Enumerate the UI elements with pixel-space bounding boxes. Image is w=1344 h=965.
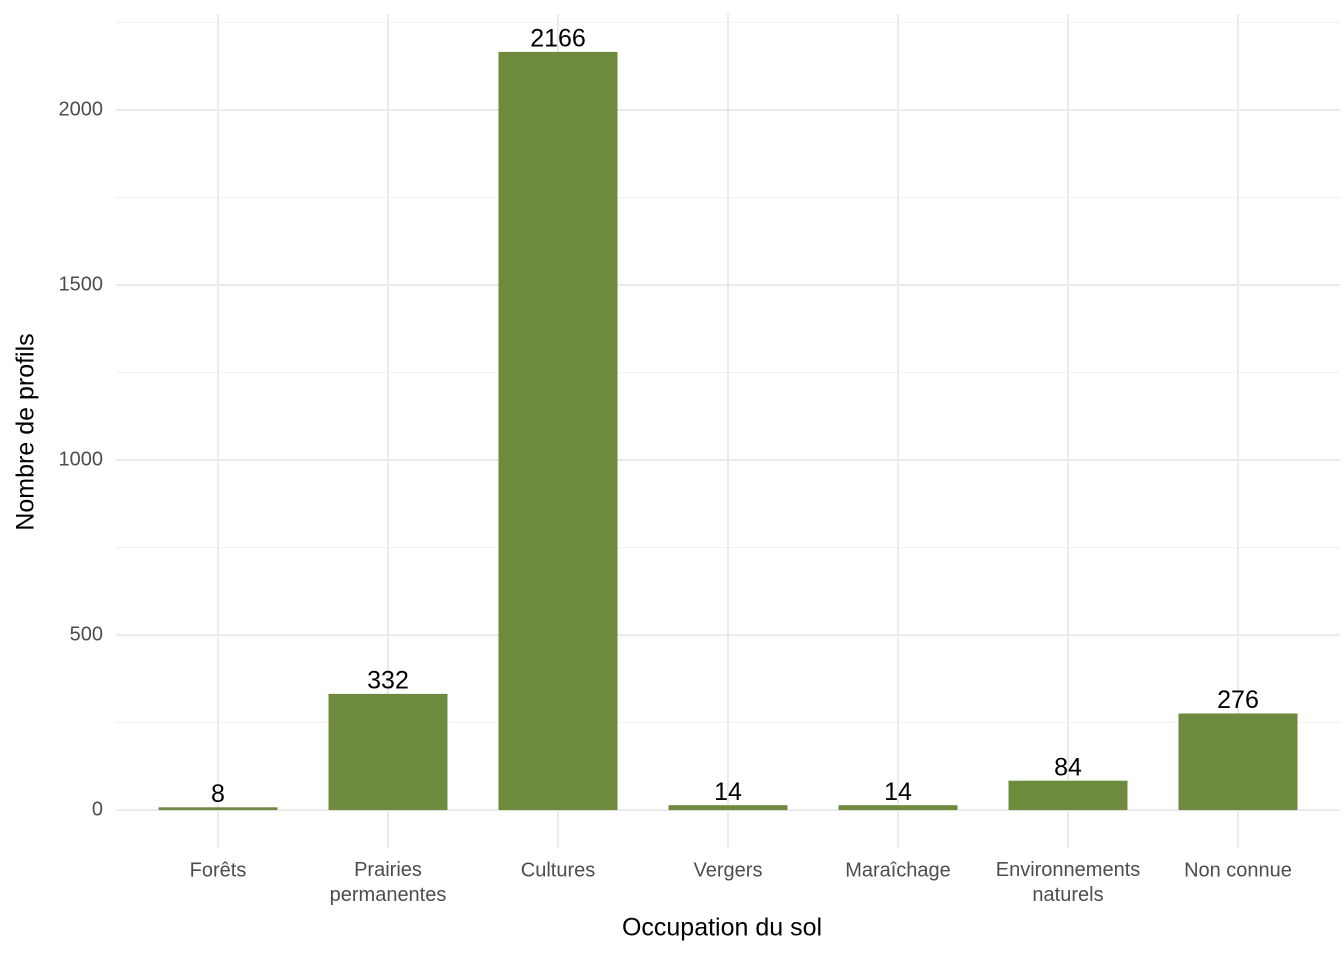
- x-tick-label: Forêts: [190, 859, 247, 881]
- x-tick-label: Maraîchage: [845, 859, 951, 881]
- y-tick-label: 500: [70, 623, 103, 645]
- y-tick-label: 2000: [59, 98, 104, 120]
- bar: [498, 51, 618, 811]
- bar: [328, 693, 448, 811]
- value-label: 14: [714, 778, 742, 806]
- x-tick-label: Non connue: [1184, 859, 1292, 881]
- x-tick-label: Vergers: [694, 859, 763, 881]
- value-label: 14: [884, 778, 912, 806]
- x-axis-title: Occupation du sol: [622, 914, 822, 942]
- bar: [668, 805, 788, 811]
- bar: [1008, 780, 1128, 811]
- value-label: 8: [211, 780, 225, 808]
- x-tick-label: Cultures: [521, 859, 595, 881]
- y-tick-label: 1000: [59, 448, 104, 470]
- y-axis-title: Nombre de profils: [12, 333, 40, 530]
- y-tick-label: 1500: [59, 273, 104, 295]
- value-label: 2166: [530, 25, 586, 53]
- value-label: 84: [1054, 753, 1082, 781]
- y-tick-label: 0: [92, 798, 103, 820]
- bar: [158, 807, 278, 811]
- bar: [1178, 713, 1298, 811]
- x-tick-label: Prairies permanentes: [330, 859, 447, 906]
- bar: [838, 805, 958, 811]
- x-tick-label: Environnements naturels: [996, 859, 1141, 906]
- value-label: 276: [1217, 686, 1259, 714]
- value-label: 332: [367, 666, 409, 694]
